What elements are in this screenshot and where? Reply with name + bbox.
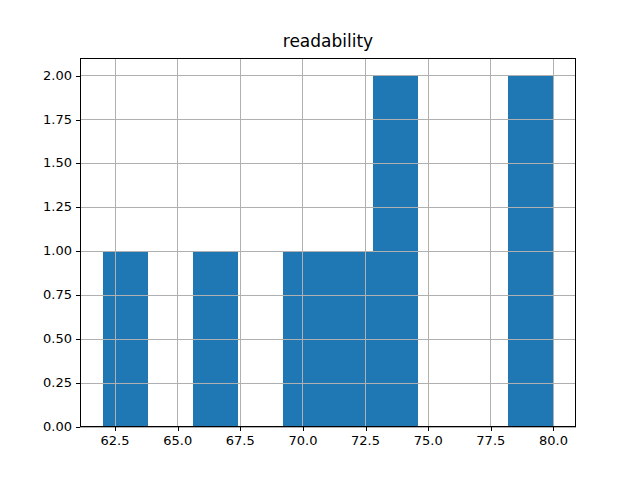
- x-tick-label: 72.5: [336, 433, 396, 449]
- x-tick-mark: [366, 427, 367, 431]
- x-tick-label: 65.0: [148, 433, 208, 449]
- y-tick-mark: [76, 339, 80, 340]
- y-tick-mark: [76, 76, 80, 77]
- x-tick-mark: [303, 427, 304, 431]
- x-tick-label: 75.0: [398, 433, 458, 449]
- y-tick-mark: [76, 383, 80, 384]
- x-tick-label: 77.5: [461, 433, 521, 449]
- y-tick-mark: [76, 251, 80, 252]
- x-tick-label: 80.0: [523, 433, 583, 449]
- x-tick-mark: [553, 427, 554, 431]
- y-tick-mark: [76, 295, 80, 296]
- y-tick-label: 1.75: [12, 112, 72, 128]
- x-tick-mark: [240, 427, 241, 431]
- x-tick-label: 62.5: [85, 433, 145, 449]
- chart-title: readability: [80, 31, 576, 51]
- x-tick-mark: [491, 427, 492, 431]
- x-tick-label: 70.0: [273, 433, 333, 449]
- y-tick-label: 0.00: [12, 419, 72, 435]
- y-tick-mark: [76, 207, 80, 208]
- y-tick-label: 1.50: [12, 155, 72, 171]
- y-tick-label: 1.25: [12, 199, 72, 215]
- x-tick-mark: [178, 427, 179, 431]
- y-tick-mark: [76, 163, 80, 164]
- x-tick-mark: [115, 427, 116, 431]
- x-tick-label: 67.5: [210, 433, 270, 449]
- y-tick-mark: [76, 120, 80, 121]
- y-tick-mark: [76, 427, 80, 428]
- y-tick-label: 0.25: [12, 375, 72, 391]
- y-tick-label: 2.00: [12, 68, 72, 84]
- y-tick-label: 1.00: [12, 243, 72, 259]
- y-tick-label: 0.75: [12, 287, 72, 303]
- figure-canvas: readability 62.565.067.570.072.575.077.5…: [0, 0, 640, 480]
- y-tick-label: 0.50: [12, 331, 72, 347]
- plot-area: [80, 58, 576, 427]
- x-tick-mark: [428, 427, 429, 431]
